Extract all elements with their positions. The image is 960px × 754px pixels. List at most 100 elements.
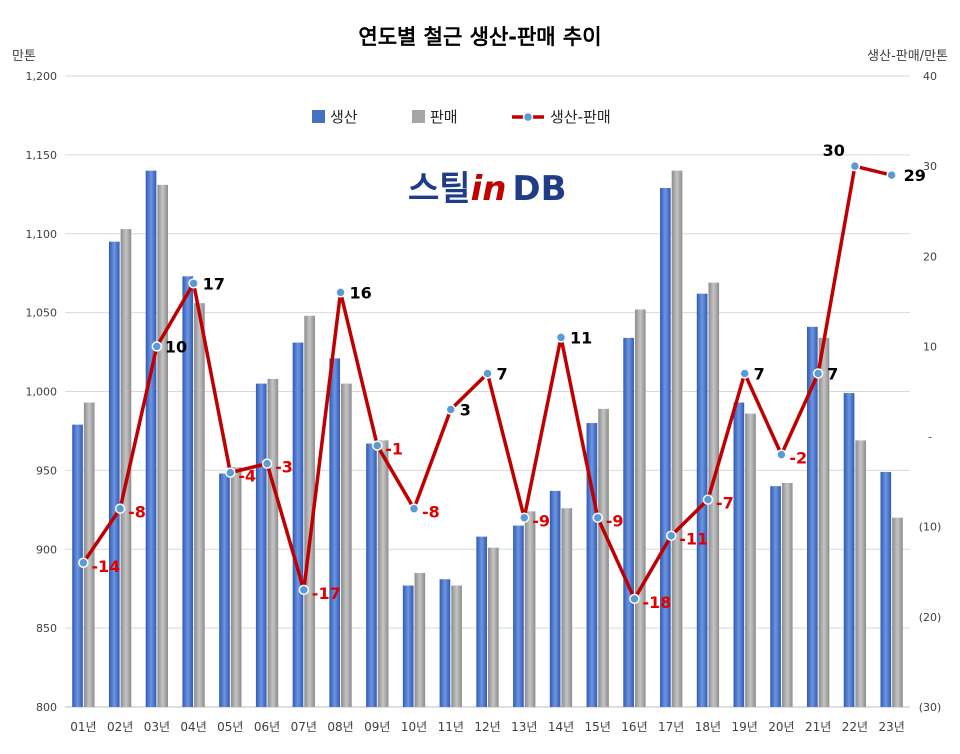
line-data-label: -9: [606, 512, 624, 531]
x-tick-label: 23년: [878, 720, 904, 734]
bar-sales: [634, 309, 646, 707]
line-data-label: -8: [128, 503, 146, 522]
watermark-part: DB: [512, 169, 566, 209]
line-data-label: -3: [275, 458, 293, 477]
bar-sales: [414, 572, 426, 707]
bar-production: [292, 342, 304, 707]
bar-sales: [855, 440, 867, 707]
legend-swatch-production: [312, 110, 325, 123]
difference-line: -14 -8 10 17 -4 -3 -17 16 -1 -8 3 7 -9 11 -9 -18 -11 -7 7 -…: [78, 141, 926, 612]
line-data-label: 7: [827, 364, 838, 383]
line-point: [812, 368, 824, 379]
left-tick-label: 1,100: [26, 228, 58, 241]
bar-sales: [745, 413, 756, 707]
bar-sales: [892, 517, 903, 707]
line-point: [665, 530, 677, 541]
line-point: [518, 512, 530, 523]
bar-production: [549, 490, 561, 707]
line-data-label: 29: [904, 166, 926, 185]
bar-production: [806, 326, 818, 707]
bar-sales: [561, 508, 573, 707]
line-data-label: -4: [238, 467, 256, 486]
line-point: [372, 440, 383, 451]
x-tick-label: 20년: [768, 720, 794, 734]
line-data-label: -2: [789, 449, 807, 468]
x-tick-label: 21년: [805, 720, 831, 734]
chart-title: 연도별 철근 생산-판매 추이: [358, 25, 601, 49]
bar-production: [696, 293, 708, 707]
x-tick-label: 10년: [401, 720, 427, 734]
right-axis-ticks: (30) (20) (10) - 10 20 30 40: [919, 70, 942, 714]
right-tick-label: 20: [923, 250, 937, 263]
left-axis-ticks: 800 850 900 950 1,000 1,050 1,100 1,150 1,200: [26, 70, 58, 714]
bar-production: [402, 585, 414, 707]
line-data-label: -1: [385, 440, 403, 459]
bar-sales: [267, 378, 279, 707]
bar-production: [733, 402, 745, 707]
gridlines: [65, 75, 910, 708]
bar-production: [623, 337, 634, 707]
line-data-label: -8: [422, 503, 440, 522]
bar-sales: [598, 408, 609, 707]
line-data-label: 10: [165, 337, 187, 356]
left-tick-label: 1,050: [26, 307, 58, 320]
bar-sales: [230, 467, 242, 707]
right-tick-label: (20): [919, 611, 942, 624]
line-data-label: -9: [532, 512, 550, 531]
bar-sales: [194, 303, 205, 707]
line-point: [225, 467, 236, 478]
line-data-label: 30: [823, 141, 845, 160]
bar-production: [182, 276, 194, 707]
bar-production: [843, 393, 855, 707]
left-tick-label: 900: [36, 543, 57, 556]
right-tick-label: (30): [919, 701, 942, 714]
left-axis-unit: 만톤: [12, 49, 36, 64]
left-tick-label: 1,200: [26, 70, 58, 83]
bar-production: [513, 525, 524, 707]
left-tick-label: 1,000: [26, 386, 58, 399]
bar-sales: [708, 282, 720, 707]
watermark-part: 스틸: [408, 169, 471, 209]
watermark-text: 스틸in DB: [408, 169, 567, 209]
bar-sales: [781, 482, 793, 707]
bars: [72, 170, 903, 707]
bar-sales: [524, 511, 536, 707]
x-tick-label: 06년: [254, 720, 280, 734]
legend-label-production: 생산: [330, 108, 358, 126]
bar-sales: [818, 337, 830, 707]
line-point: [629, 593, 640, 605]
bar-production: [660, 188, 671, 707]
right-tick-label: (10): [919, 521, 942, 534]
line-data-label: 7: [754, 364, 765, 383]
left-tick-label: 950: [36, 464, 57, 477]
line-point: [592, 512, 603, 523]
x-tick-label: 14년: [548, 720, 574, 734]
x-tick-label: 17년: [658, 720, 684, 734]
line-point: [408, 503, 420, 514]
x-tick-label: 07년: [291, 720, 317, 734]
bar-sales: [488, 547, 499, 707]
legend-label-sales: 판매: [430, 108, 458, 126]
left-tick-label: 850: [36, 622, 57, 635]
x-tick-label: 13년: [511, 720, 537, 734]
bar-production: [880, 471, 892, 707]
x-tick-label: 12년: [474, 720, 500, 734]
line-data-label: 16: [350, 283, 372, 302]
left-tick-label: 1,150: [26, 149, 58, 162]
bar-sales: [120, 229, 132, 707]
line-point: [776, 449, 787, 460]
line-point: [261, 458, 273, 469]
legend: 생산 판매 생산-판매: [312, 108, 611, 126]
right-tick-label: 10: [923, 340, 937, 353]
line-data-label: 3: [460, 401, 471, 420]
right-tick-label: 40: [923, 70, 937, 83]
line-point: [335, 287, 346, 298]
line-point: [886, 169, 897, 181]
bar-sales: [304, 315, 315, 707]
line-point: [298, 584, 310, 596]
x-tick-label: 09년: [364, 720, 390, 734]
line-point: [849, 160, 861, 172]
x-tick-label: 19년: [732, 720, 758, 734]
line-data-label: -18: [642, 593, 671, 612]
